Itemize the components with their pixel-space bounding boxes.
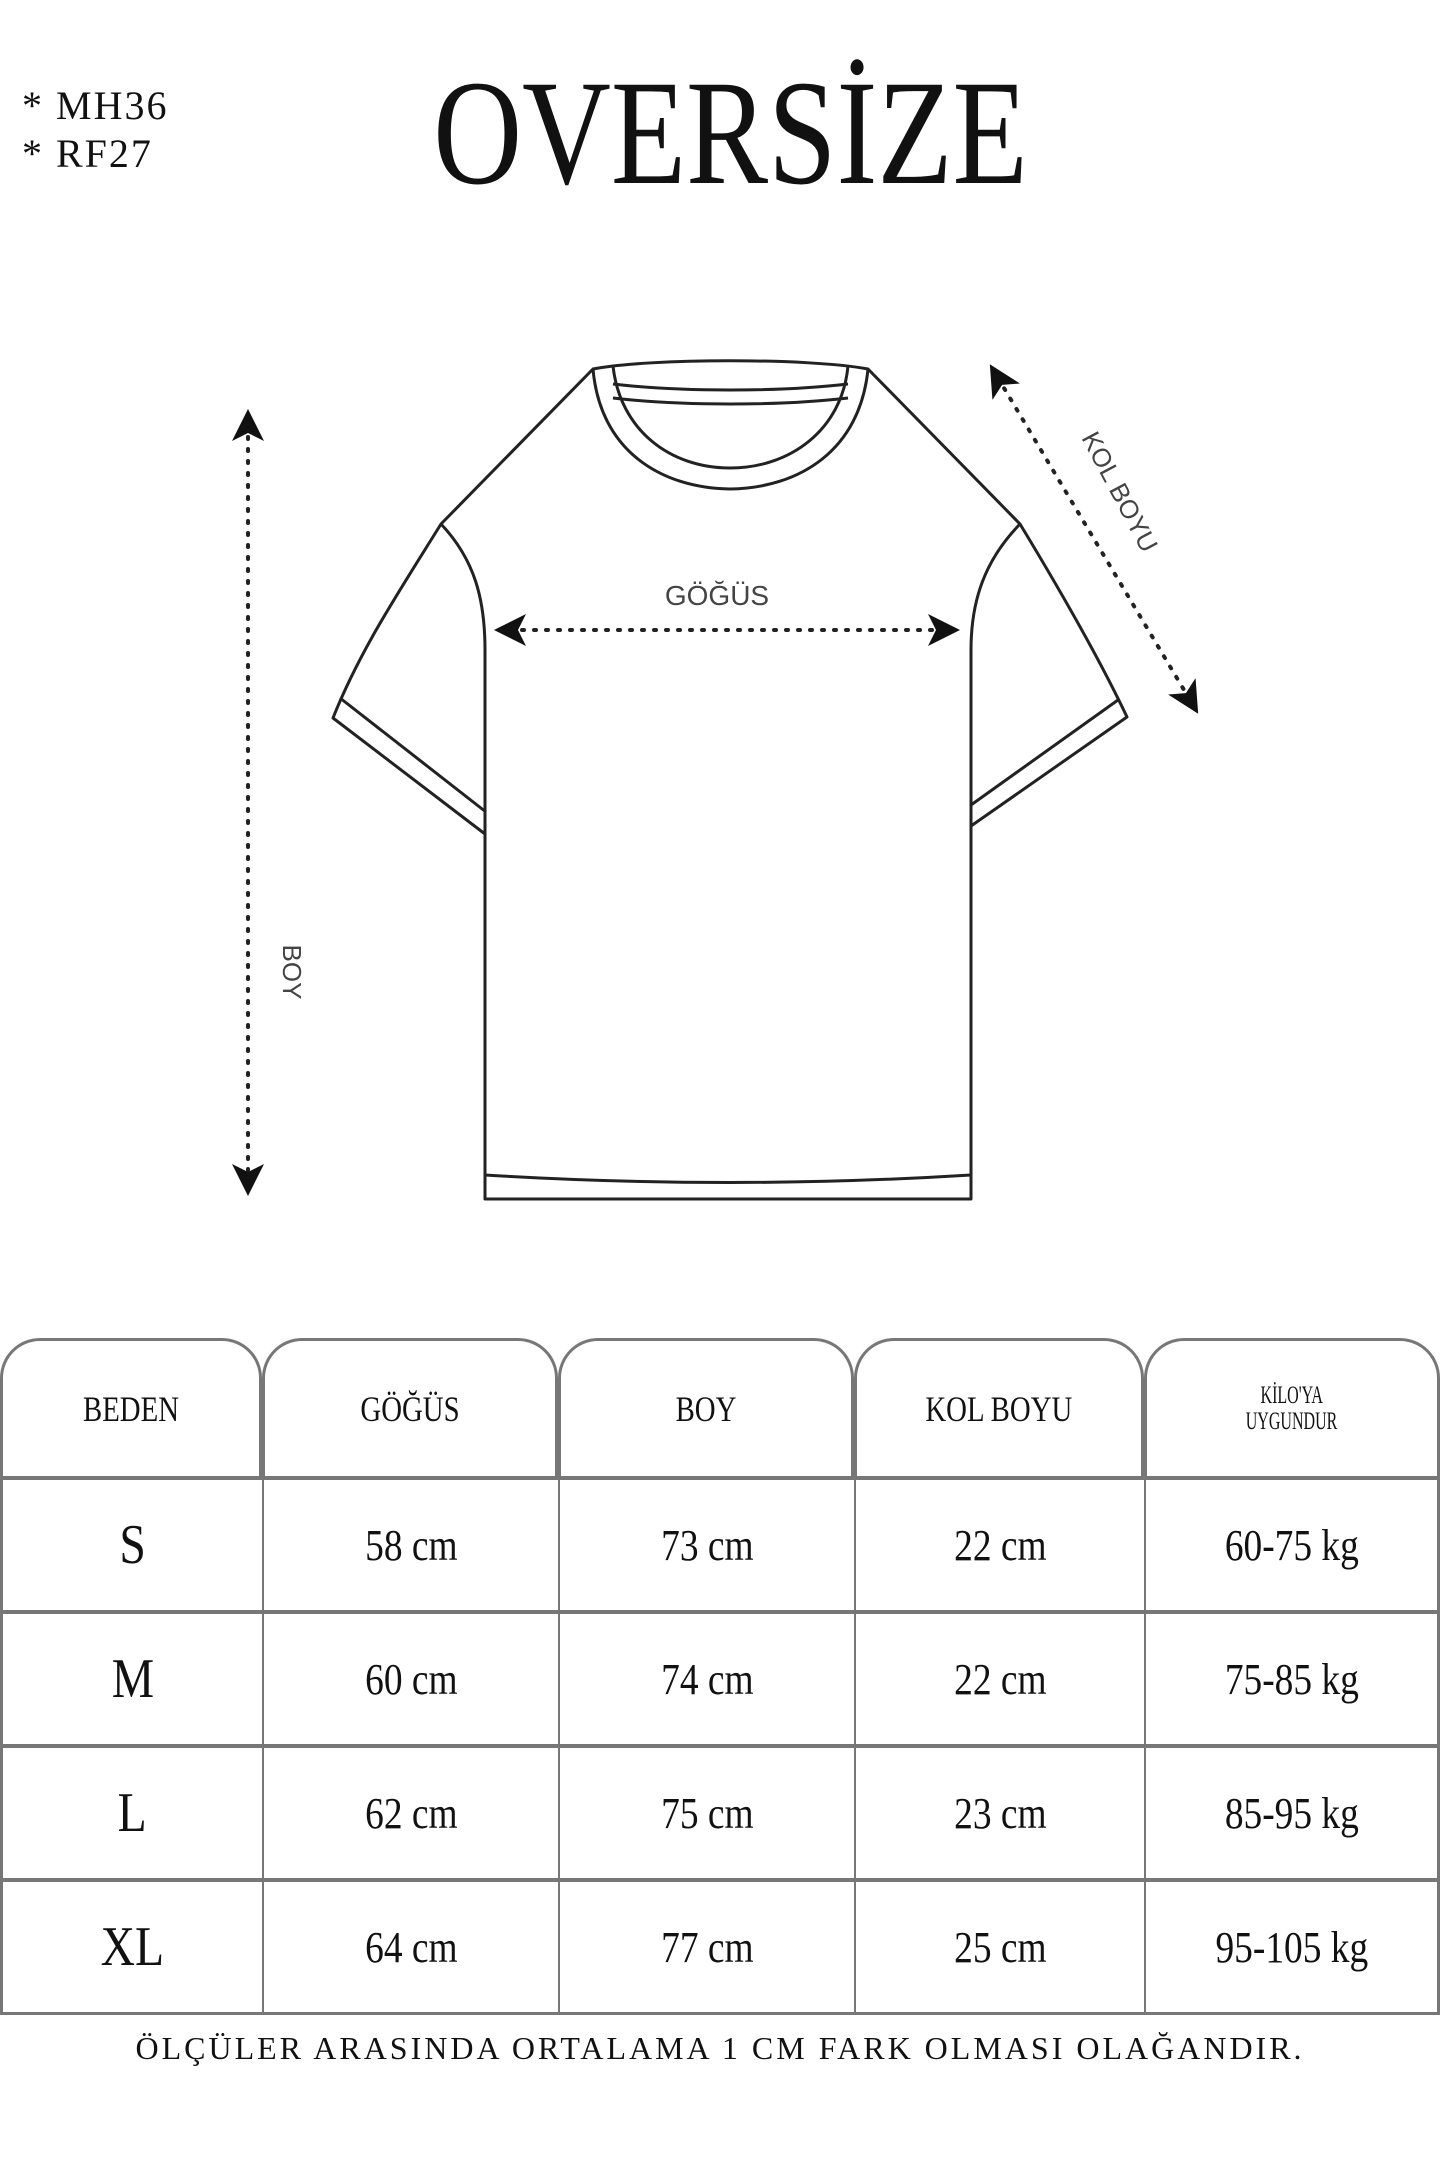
- table-cell: 60-75 kg: [1144, 1480, 1440, 1610]
- size-table: BEDEN GÖĞÜS BOY KOL BOYU KİLO'YA UYGUNDUR…: [0, 1338, 1440, 2015]
- footer-note: ÖLÇÜLER ARASINDA ORTALAMA 1 CM FARK OLMA…: [135, 2030, 1305, 2066]
- header-gogus: GÖĞÜS: [262, 1338, 558, 1476]
- header-boy: BOY: [558, 1338, 854, 1476]
- table-cell: XL: [0, 1882, 262, 2012]
- table-cell: 23 cm: [854, 1748, 1144, 1878]
- table-cell: M: [0, 1614, 262, 1744]
- page-title: OVERSİZE: [432, 50, 1028, 216]
- code-1: * MH36: [22, 83, 169, 128]
- tshirt-diagram: BOY GÖĞÜS KOL BOYU: [232, 359, 1199, 1201]
- header-kilo: KİLO'YA UYGUNDUR: [1144, 1338, 1440, 1476]
- kol-boyu-arrow: [989, 364, 1199, 714]
- header-beden: BEDEN: [0, 1338, 262, 1476]
- code-2: * RF27: [22, 131, 153, 176]
- table-cell: L: [0, 1748, 262, 1878]
- table-cell: 64 cm: [262, 1882, 558, 2012]
- table-cell: 22 cm: [854, 1480, 1144, 1610]
- table-cell: 22 cm: [854, 1614, 1144, 1744]
- table-cell: 85-95 kg: [1144, 1748, 1440, 1878]
- table-cell: 60 cm: [262, 1614, 558, 1744]
- tshirt-outline: [331, 359, 1129, 1201]
- table-cell: 75 cm: [558, 1748, 854, 1878]
- kol-boyu-label: KOL BOYU: [1076, 426, 1164, 557]
- table-cell: 77 cm: [558, 1882, 854, 2012]
- table-cell: 75-85 kg: [1144, 1614, 1440, 1744]
- header-kol-boyu: KOL BOYU: [854, 1338, 1144, 1476]
- table-cell: 62 cm: [262, 1748, 558, 1878]
- table-cell: 95-105 kg: [1144, 1882, 1440, 2012]
- product-codes: * MH36 * RF27: [22, 82, 168, 178]
- table-cell: 74 cm: [558, 1614, 854, 1744]
- table-cell: S: [0, 1480, 262, 1610]
- table-row: XL 64 cm 77 cm 25 cm 95-105 kg: [0, 1878, 1440, 2015]
- gogus-label: GÖĞÜS: [665, 580, 769, 611]
- boy-label: BOY: [277, 945, 307, 1000]
- table-cell: 73 cm: [558, 1480, 854, 1610]
- table-cell: 58 cm: [262, 1480, 558, 1610]
- table-cell: 25 cm: [854, 1882, 1144, 2012]
- table-row: L 62 cm 75 cm 23 cm 85-95 kg: [0, 1744, 1440, 1878]
- table-header: BEDEN GÖĞÜS BOY KOL BOYU KİLO'YA UYGUNDUR: [0, 1338, 1440, 1476]
- table-row: M 60 cm 74 cm 22 cm 75-85 kg: [0, 1610, 1440, 1744]
- table-row: S 58 cm 73 cm 22 cm 60-75 kg: [0, 1476, 1440, 1610]
- measure-arrows: [232, 364, 1199, 1196]
